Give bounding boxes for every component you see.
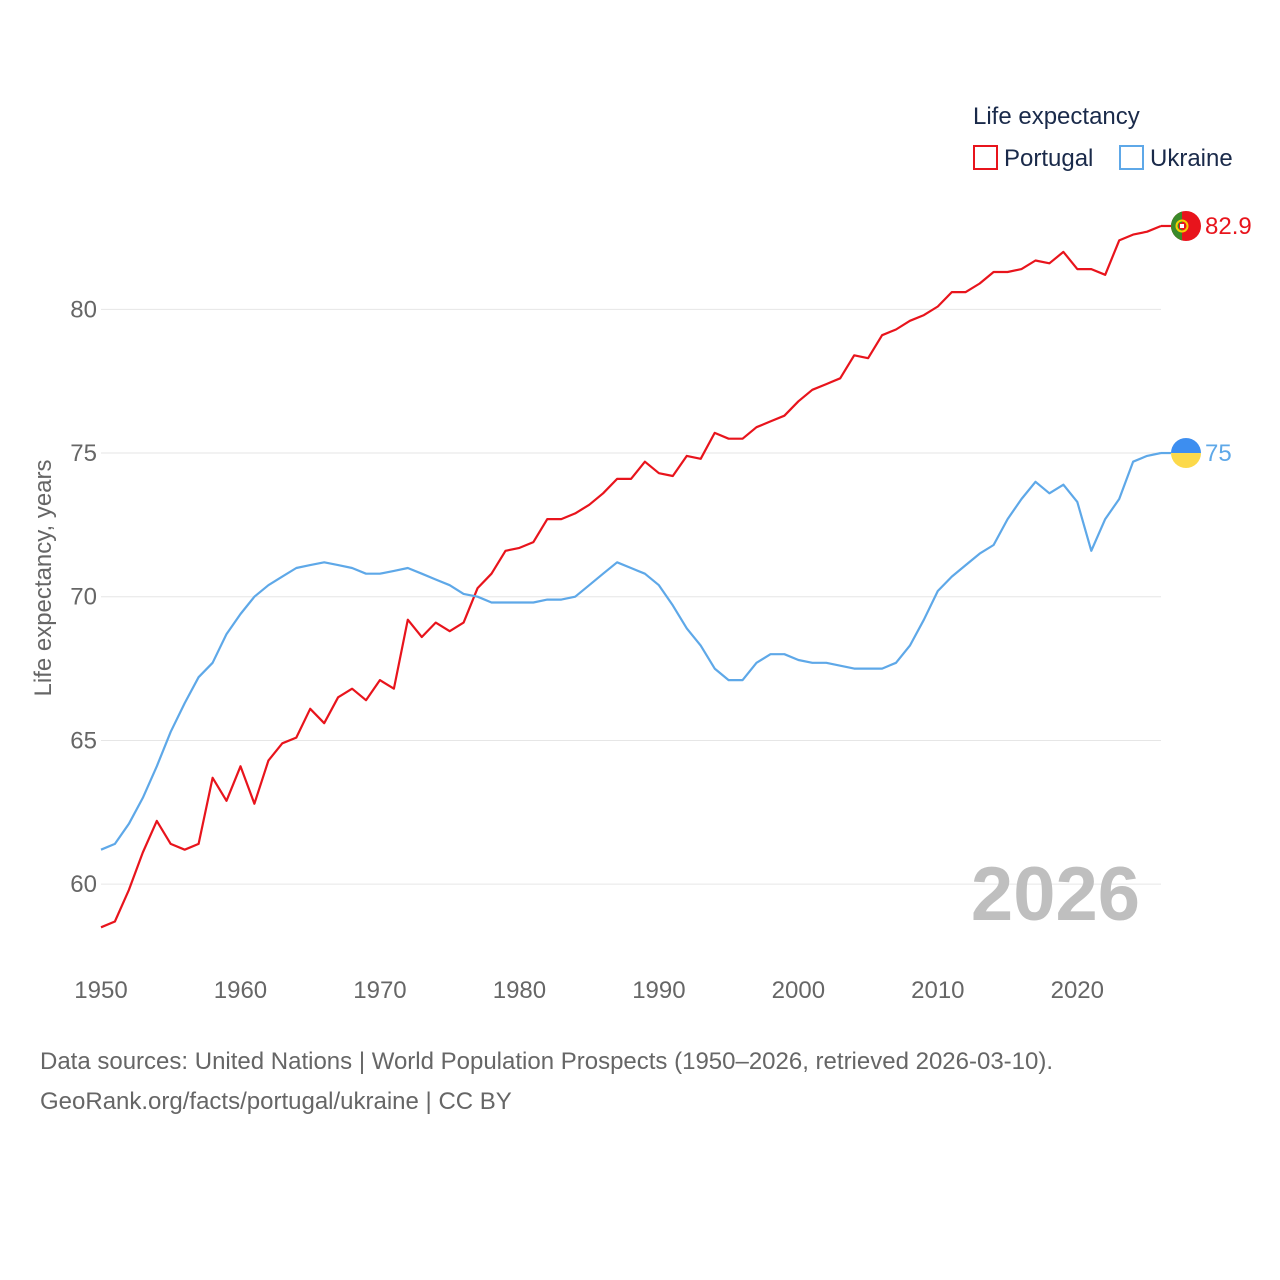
x-tick-label-1990: 1990	[632, 977, 685, 1004]
end-marker-ukraine: 75	[1161, 438, 1232, 469]
year-label: 2026	[971, 852, 1140, 937]
ukraine-flag-icon	[1171, 438, 1201, 469]
life-expectancy-chart: 60 65 70 75 80 1950 1960 1970 1980 1990 2000 2010 2…	[30, 103, 1252, 1004]
legend-label-portugal: Portugal	[1004, 145, 1093, 172]
x-axis-ticks: 1950 1960 1970 1980 1990 2000 2010 2020	[74, 977, 1104, 1004]
legend-title: Life expectancy	[973, 103, 1140, 130]
x-tick-label-1960: 1960	[214, 977, 267, 1004]
y-tick-label-60: 60	[70, 871, 97, 898]
x-tick-label-2000: 2000	[772, 977, 825, 1004]
legend: Life expectancy Portugal Ukraine	[973, 103, 1233, 172]
legend-swatch-ukraine	[1119, 145, 1144, 170]
portugal-flag-icon	[1171, 210, 1201, 241]
legend-item-ukraine[interactable]: Ukraine	[1119, 145, 1233, 172]
series-line-ukraine	[100, 451, 1162, 851]
end-value-ukraine: 75	[1205, 440, 1232, 467]
legend-label-ukraine: Ukraine	[1150, 145, 1233, 172]
y-tick-label-80: 80	[70, 296, 97, 323]
legend-item-portugal[interactable]: Portugal	[973, 145, 1093, 172]
x-tick-label-2010: 2010	[911, 977, 964, 1004]
y-tick-label-65: 65	[70, 727, 97, 754]
x-tick-label-1970: 1970	[353, 977, 406, 1004]
y-axis-ticks: 60 65 70 75 80	[70, 296, 97, 898]
legend-swatch-portugal	[973, 145, 998, 170]
sources-line: Data sources: United Nations | World Pop…	[40, 1048, 1054, 1075]
series-lines	[100, 224, 1162, 929]
attribution-line[interactable]: GeoRank.org/facts/portugal/ukraine | CC …	[40, 1088, 512, 1115]
x-tick-label-2020: 2020	[1051, 977, 1104, 1004]
y-tick-label-70: 70	[70, 584, 97, 611]
y-tick-label-75: 75	[70, 440, 97, 467]
end-marker-portugal: 82.9	[1161, 210, 1252, 241]
x-tick-label-1950: 1950	[74, 977, 127, 1004]
end-value-portugal: 82.9	[1205, 213, 1252, 240]
series-line-portugal	[100, 224, 1162, 929]
y-axis-label: Life expectancy, years	[30, 459, 57, 696]
x-tick-label-1980: 1980	[493, 977, 546, 1004]
grid-lines	[101, 308, 1161, 885]
data-sources: Data sources: United Nations | World Pop…	[40, 1042, 1053, 1122]
